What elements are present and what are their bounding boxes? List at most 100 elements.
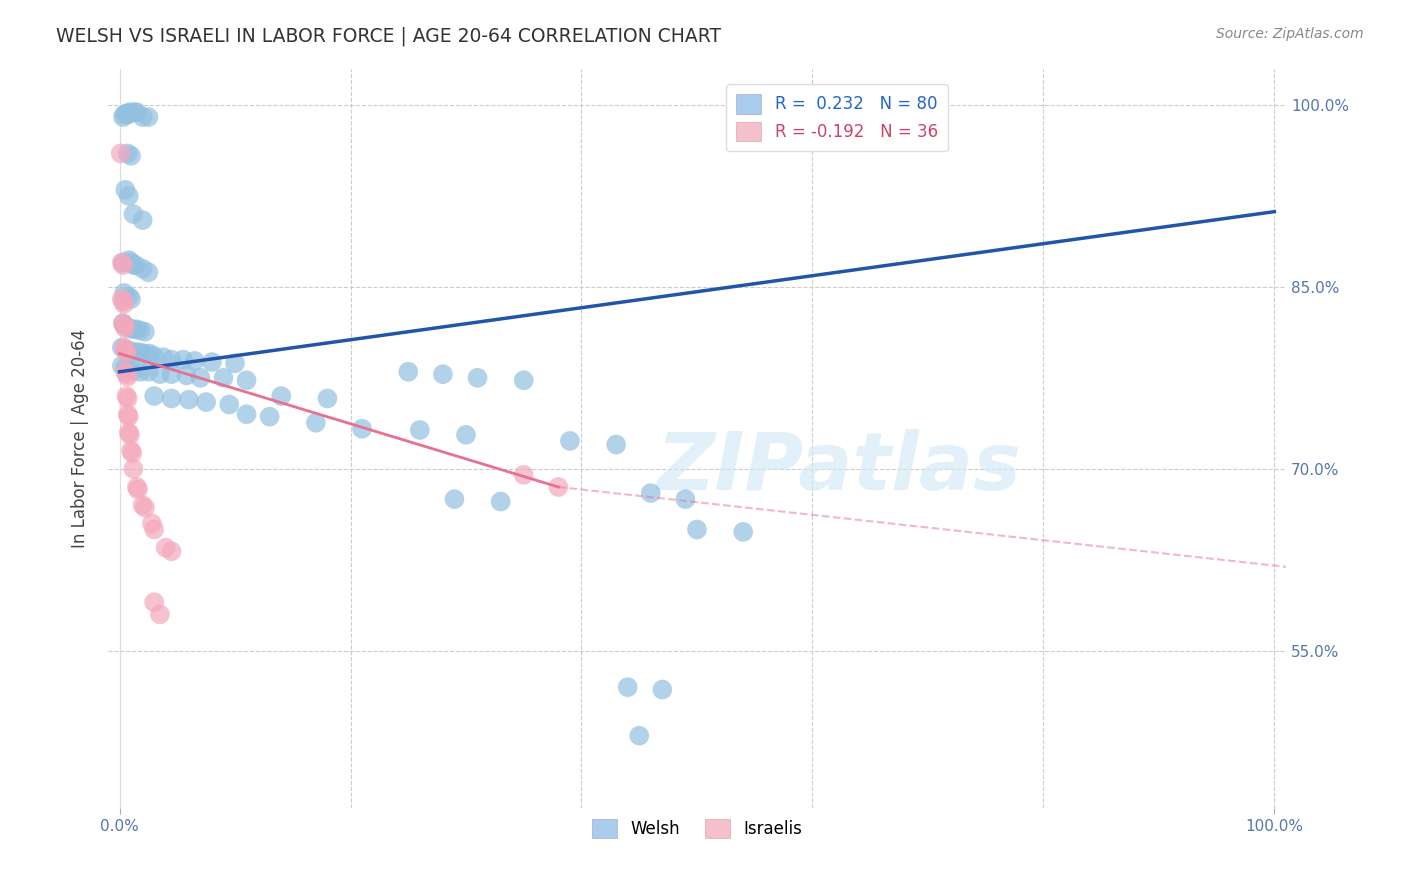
Point [120, 292, 142, 306]
Point [117, 107, 139, 121]
Point [454, 427, 477, 442]
Point [235, 373, 257, 387]
Point [352, 422, 374, 436]
Point [117, 369, 139, 384]
Point [138, 265, 160, 279]
Text: WELSH VS ISRAELI IN LABOR FORCE | AGE 20-64 CORRELATION CHART: WELSH VS ISRAELI IN LABOR FORCE | AGE 20… [56, 27, 721, 46]
Point [118, 253, 141, 268]
Point [396, 365, 419, 379]
Point [115, 106, 138, 120]
Point [118, 189, 141, 203]
Point [118, 106, 141, 120]
Point [432, 367, 454, 381]
Point [172, 352, 194, 367]
Point [190, 371, 212, 385]
Point [111, 255, 134, 269]
Point [114, 365, 136, 379]
Point [125, 345, 148, 359]
Point [120, 149, 142, 163]
Point [125, 322, 148, 336]
Point [115, 367, 138, 381]
Point [112, 285, 135, 300]
Point [117, 407, 139, 421]
Point [122, 322, 145, 336]
Text: ZIPatlas: ZIPatlas [655, 429, 1021, 507]
Point [316, 392, 339, 406]
Point [131, 498, 153, 512]
Point [651, 682, 673, 697]
Point [195, 395, 218, 409]
Point [115, 345, 138, 359]
Point [114, 318, 136, 333]
Point [177, 392, 200, 407]
Legend: Welsh, Israelis: Welsh, Israelis [585, 812, 808, 845]
Point [120, 255, 142, 269]
Point [118, 362, 141, 376]
Point [733, 524, 755, 539]
Point [111, 316, 134, 330]
Point [118, 409, 141, 424]
Point [118, 427, 141, 442]
Point [640, 486, 662, 500]
Point [218, 397, 240, 411]
Point [143, 389, 166, 403]
Point [628, 729, 651, 743]
Point [686, 523, 709, 537]
Point [117, 392, 139, 406]
Point [111, 294, 134, 309]
Point [110, 146, 132, 161]
Point [122, 258, 145, 272]
Point [129, 365, 152, 379]
Point [129, 324, 152, 338]
Point [120, 344, 142, 359]
Point [143, 523, 166, 537]
Point [270, 389, 292, 403]
Point [160, 392, 183, 406]
Point [443, 492, 465, 507]
Point [224, 356, 246, 370]
Point [129, 345, 152, 359]
Point [120, 443, 142, 458]
Point [122, 363, 145, 377]
Point [143, 595, 166, 609]
Point [138, 365, 160, 379]
Point [212, 371, 235, 385]
Point [125, 105, 148, 120]
Point [111, 316, 134, 330]
Point [138, 346, 160, 360]
Point [259, 409, 281, 424]
Point [149, 607, 172, 622]
Point [138, 110, 160, 124]
Point [118, 289, 141, 303]
Point [675, 492, 697, 507]
Point [114, 343, 136, 357]
Point [124, 105, 146, 120]
Point [111, 258, 134, 272]
Point [134, 346, 156, 360]
Point [134, 325, 156, 339]
Point [409, 423, 432, 437]
Point [616, 680, 638, 694]
Point [122, 462, 145, 476]
Point [235, 407, 257, 421]
Point [141, 516, 163, 531]
Point [149, 367, 172, 381]
Point [111, 255, 134, 269]
Point [183, 354, 205, 368]
Point [114, 343, 136, 357]
Point [143, 349, 166, 363]
Y-axis label: In Labor Force | Age 20-64: In Labor Force | Age 20-64 [72, 329, 89, 548]
Point [160, 352, 183, 367]
Point [155, 541, 177, 555]
Point [160, 544, 183, 558]
Text: Source: ZipAtlas.com: Source: ZipAtlas.com [1216, 27, 1364, 41]
Point [112, 341, 135, 355]
Point [131, 213, 153, 227]
Point [152, 350, 174, 364]
Point [111, 292, 134, 306]
Point [513, 467, 536, 482]
Point [127, 483, 149, 497]
Point [467, 371, 489, 385]
Point [118, 425, 141, 440]
Point [489, 494, 512, 508]
